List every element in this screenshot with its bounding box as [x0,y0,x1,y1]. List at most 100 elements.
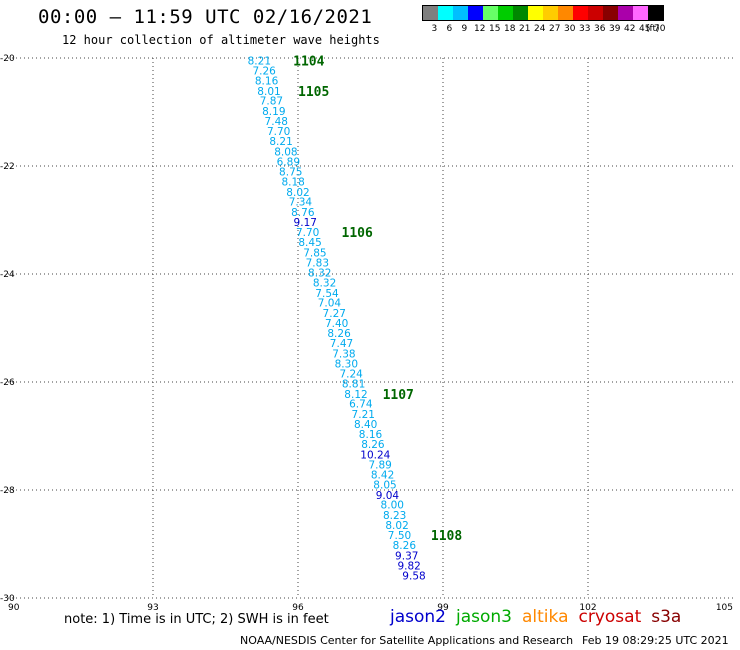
legend-label: 9 [461,24,468,34]
data-point-label: 7.21 [352,409,375,421]
legend-swatch [528,6,543,20]
data-point-label: 7.26 [252,65,276,77]
data-point-label: 8.02 [286,187,309,199]
legend-label: 18 [504,24,516,34]
data-point-label: 8.12 [344,389,367,401]
data-point-label: 7.70 [267,126,290,138]
data-point-label: 8.05 [373,480,396,492]
color-legend: 3 6 9 12 15 18 21 24 27 30 33 36 39 42 45 70 (ft) [422,5,666,35]
data-point-label: 7.47 [330,338,353,350]
legend-label: 33 [579,24,591,34]
data-point-label: 8.26 [327,328,351,340]
data-point-label: 9.17 [294,217,317,229]
note-text: note: 1) Time is in UTC; 2) SWH is in fe… [64,612,329,627]
data-point-label: 8.26 [361,439,385,451]
x-tick-label: 96 [292,603,304,613]
data-point-label: 8.81 [342,379,365,391]
satellite-key: jason2 jason3 altika cryosat s3a [390,607,691,627]
data-point-label: 9.04 [376,490,400,502]
data-point-label: 8.21 [248,56,271,68]
data-labels: 8.217.268.168.017.878.197.487.708.218.08… [248,56,426,583]
data-point-label: 7.83 [306,258,329,270]
y-tick-label: -24 [0,270,15,280]
satellite-jason2: jason2 [390,607,446,627]
y-tick-label: -20 [0,54,15,64]
data-point-label: 7.40 [325,318,348,330]
data-point-label: 6.74 [349,399,373,411]
data-point-label: 8.32 [308,267,331,279]
data-point-label: 9.58 [402,570,425,582]
legend-swatch [468,6,483,20]
footer-timestamp: Feb 19 08:29:25 UTC 2021 [582,634,729,647]
legend-swatch [558,6,573,20]
data-point-label: 8.18 [281,177,304,189]
legend-label: 3 [431,24,438,34]
grid-lines [8,57,733,599]
data-point-label: 8.02 [385,520,408,532]
data-point-label: 7.70 [296,227,319,239]
data-point-label: 7.85 [303,247,326,259]
legend-label: 12 [474,24,486,34]
data-point-label: 8.76 [291,207,315,219]
time-annotation: 1106 [342,226,373,241]
legend-label: 15 [489,24,501,34]
data-point-label: 7.89 [368,460,391,472]
legend-label: 6 [446,24,453,34]
data-point-label: 9.37 [395,550,418,562]
legend-swatch [483,6,498,20]
legend-label: 27 [549,24,561,34]
legend-label: 36 [594,24,606,34]
data-point-label: 8.16 [255,76,279,88]
y-tick-label: -22 [0,162,15,172]
data-point-label: 7.04 [318,298,342,310]
data-point-label: 8.00 [381,500,404,512]
legend-swatch [498,6,513,20]
data-point-label: 7.50 [388,530,411,542]
y-tick-label: -30 [0,594,15,604]
data-point-label: 7.27 [323,308,346,320]
data-point-label: 8.32 [313,278,336,290]
data-point-label: 8.45 [298,237,321,249]
data-point-label: 8.40 [354,419,377,431]
time-annotations: 1104 1105 1106 1107 1108 [293,55,462,544]
data-point-label: 7.34 [289,197,313,209]
y-tick-label: -26 [0,378,15,388]
data-point-label: 7.87 [260,96,283,108]
legend-unit: (ft) [646,24,660,34]
x-tick-label: 90 [8,603,20,613]
legend-swatch [618,6,633,20]
legend-swatch [423,6,438,20]
data-point-label: 8.19 [262,106,285,118]
legend-swatch [513,6,528,20]
y-tick-label: -28 [0,486,15,496]
data-point-label: 7.24 [339,368,363,380]
data-point-label: 8.75 [279,166,302,178]
legend-label: 30 [564,24,576,34]
x-tick-label: 99 [437,603,449,613]
legend-swatch [573,6,588,20]
legend-label: 21 [519,24,531,34]
data-point-label: 8.42 [371,469,394,481]
legend-label: 42 [624,24,636,34]
legend-swatch [438,6,453,20]
chart-title: 00:00 — 11:59 UTC 02/16/2021 [38,6,373,28]
x-tick-label: 102 [579,603,596,613]
legend-swatch [648,6,663,20]
satellite-cryosat: cryosat [578,607,642,627]
data-point-label: 8.26 [393,540,417,552]
time-annotation: 1105 [298,85,329,100]
data-point-label: 10.24 [360,449,390,461]
legend-label: 70 [654,24,666,34]
data-point-label: 7.38 [332,348,355,360]
satellite-altika: altika [522,607,569,627]
data-point-label: 8.01 [257,86,280,98]
x-tick-label: 105 [716,603,733,613]
satellite-s3a: s3a [651,607,682,627]
legend-labels: 3 6 9 12 15 18 21 24 27 30 33 36 39 42 45 70 (ft) [422,21,666,35]
data-point-label: 6.89 [277,157,300,169]
legend-swatch [603,6,618,20]
legend-swatch [543,6,558,20]
data-point-label: 7.48 [265,116,288,128]
satellite-jason3: jason3 [456,607,512,627]
